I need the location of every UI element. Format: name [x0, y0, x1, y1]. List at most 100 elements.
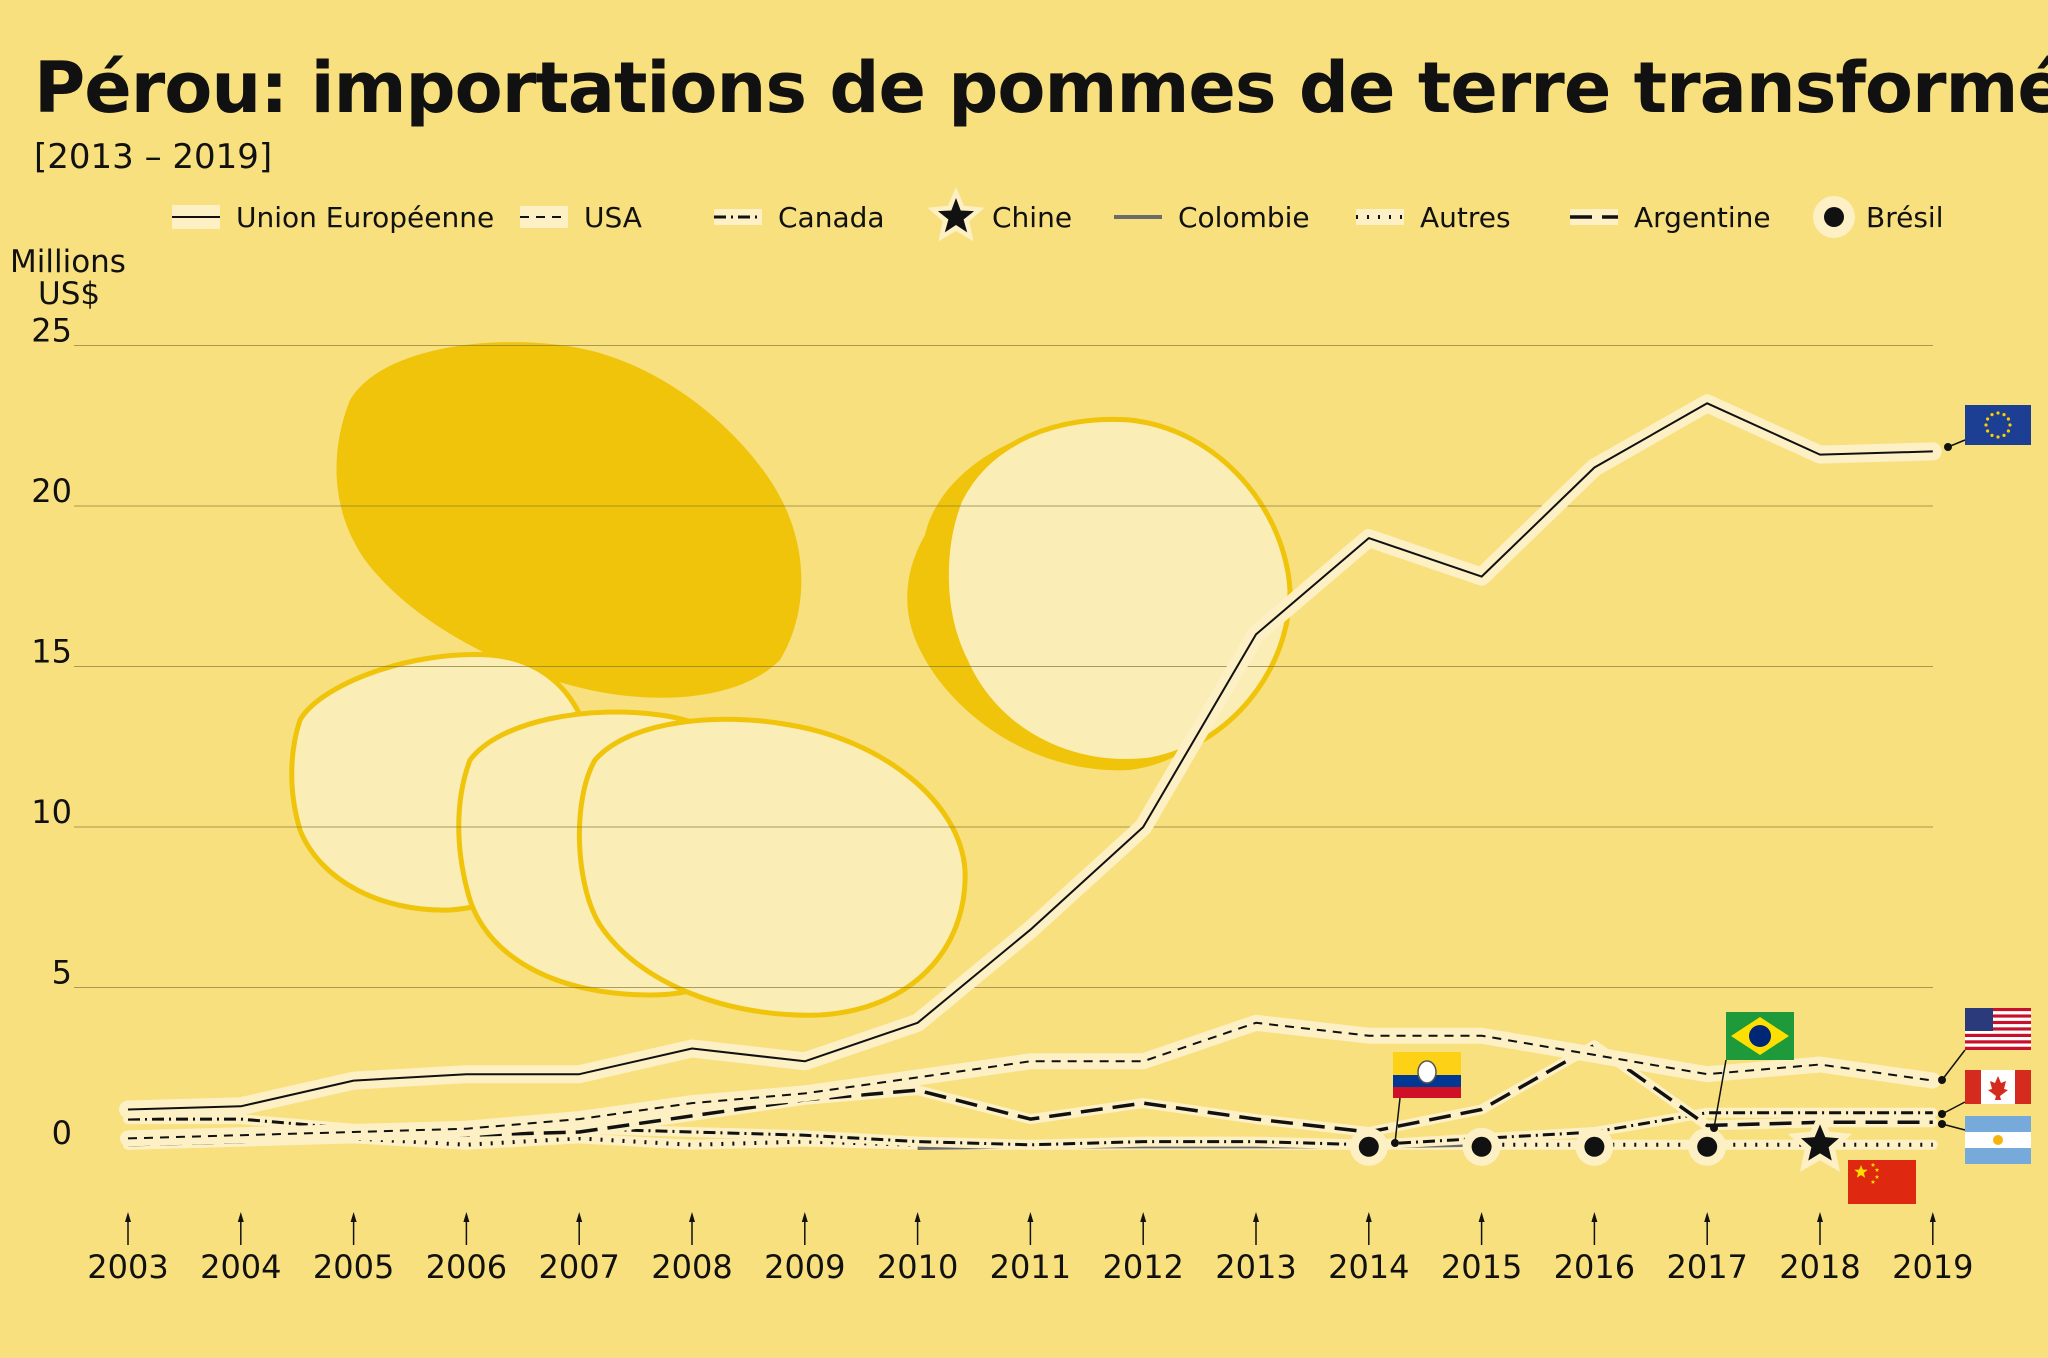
legend: Union Européenne USA Canada Chine Colombie Au… — [172, 187, 1943, 242]
x-tick-label: 2011 — [990, 1248, 1071, 1286]
brazil-flag-connector-dot — [1710, 1124, 1718, 1132]
argentina-flag — [1965, 1116, 2031, 1164]
china-flag-big-star — [1854, 1165, 1868, 1178]
canada-flag-connector — [1941, 1101, 1966, 1115]
china-flag — [1848, 1160, 1916, 1204]
us-flag-stripe — [1965, 1040, 2031, 1044]
eu-flag — [1965, 405, 2031, 445]
markers-layer — [1349, 1110, 1853, 1172]
x-tick-label: 2012 — [1102, 1248, 1183, 1286]
y-tick-label: 25 — [31, 312, 72, 350]
series-halo-usa — [120, 1014, 1941, 1147]
x-tick-label: 2006 — [426, 1248, 507, 1286]
x-tick-arrow — [1704, 1212, 1711, 1222]
x-tick-arrow — [125, 1212, 131, 1222]
bresil-marker — [1471, 1136, 1492, 1157]
canada-flag-leaf — [1988, 1076, 2008, 1100]
us-flag-stripe — [1965, 1037, 2031, 1041]
canada-flag-right-band — [2015, 1070, 2031, 1104]
eu-flag-star — [1990, 413, 1994, 417]
legend-label: Argentine — [1634, 201, 1771, 234]
y-tick-label: 15 — [31, 633, 72, 671]
x-tick-arrow — [1591, 1212, 1598, 1222]
us-flag-stripe — [1965, 1043, 2031, 1047]
colombia-flag-connector-dot — [1391, 1139, 1399, 1147]
x-tick-arrow — [689, 1212, 695, 1222]
legend-label: Canada — [778, 201, 885, 234]
argentina-flag-top-band — [1965, 1116, 2031, 1132]
x-tick-label: 2015 — [1441, 1248, 1522, 1286]
eu-flag-star — [1990, 433, 1994, 437]
x-tick-label: 2007 — [538, 1248, 619, 1286]
x-tick-arrow — [463, 1212, 470, 1222]
colombia-flag-red — [1393, 1087, 1461, 1098]
x-tick-label: 2005 — [313, 1248, 394, 1286]
brazil-flag — [1726, 1012, 1794, 1060]
us-flag-canton — [1965, 1008, 1993, 1031]
potato-slice-front — [576, 716, 968, 1018]
eu-flag-star — [1986, 417, 1990, 421]
x-tick-arrow — [350, 1212, 357, 1222]
legend-item: Chine — [927, 187, 1072, 242]
legend-item: Colombie — [1114, 201, 1310, 234]
bresil-marker — [1358, 1136, 1379, 1157]
y-tick-label: 5 — [52, 954, 72, 992]
legend-item: Autres — [1356, 201, 1511, 234]
us-flag-stripe — [1965, 1011, 2031, 1015]
china-flag-small-star — [1874, 1167, 1880, 1172]
x-tick-label: 2010 — [877, 1248, 958, 1286]
legend-symbol — [927, 187, 985, 242]
x-tick-arrow — [576, 1212, 583, 1222]
y-tick-label: 0 — [52, 1114, 72, 1152]
legend-item: Brésil — [1813, 196, 1943, 238]
x-tick-arrow — [1478, 1212, 1485, 1222]
legend-star — [937, 198, 975, 233]
x-tick-label: 2003 — [87, 1248, 168, 1286]
eu-flag-connector-dot — [1944, 443, 1952, 451]
eu-flag-field — [1965, 405, 2031, 445]
series-layer — [119, 394, 1942, 1150]
argentina-flag-connector-dot — [1938, 1120, 1946, 1128]
eu-flag-star — [2006, 417, 2010, 421]
chart-subtitle: [2013 – 2019] — [34, 137, 272, 177]
us-flag-connector — [1941, 1049, 1966, 1081]
eu-flag-star — [1996, 411, 2000, 415]
canada-flag-left-band — [1965, 1070, 1981, 1104]
potato-whole — [336, 342, 802, 698]
legend-item: Union Européenne — [172, 201, 494, 234]
x-tick-label: 2009 — [764, 1248, 845, 1286]
us-flag-stripe — [1965, 1008, 2031, 1012]
us-flag-stripe — [1965, 1027, 2031, 1031]
legend-label: Union Européenne — [236, 201, 494, 234]
china-flag-field — [1848, 1160, 1916, 1204]
chart-title: Pérou: importations de pommes de terre t… — [34, 47, 2048, 129]
brazil-flag-globe — [1749, 1025, 1771, 1047]
legend-dot — [1824, 207, 1844, 227]
eu-flag-star — [2002, 433, 2006, 437]
legend-symbol — [1813, 196, 1855, 238]
x-tick-label: 2018 — [1779, 1248, 1860, 1286]
x-tick-label: 2004 — [200, 1248, 281, 1286]
x-tick-arrow — [1817, 1212, 1823, 1222]
flags-layer — [1391, 405, 2031, 1204]
canada-flag-connector-dot — [1938, 1110, 1946, 1118]
bresil-marker — [1697, 1136, 1718, 1157]
x-tick-arrow — [1929, 1212, 1936, 1222]
china-flag-small-star — [1870, 1179, 1876, 1184]
colombia-flag — [1393, 1052, 1461, 1098]
us-flag-connector-dot — [1938, 1076, 1946, 1084]
eu-flag-star — [2008, 423, 2012, 427]
y-tick-label: 20 — [31, 472, 72, 510]
canada-flag — [1965, 1070, 2031, 1104]
x-tick-arrow — [237, 1212, 244, 1222]
us-flag-stripe — [1965, 1014, 2031, 1018]
colombia-flag-connector — [1394, 1097, 1401, 1144]
legend-label: Autres — [1420, 201, 1511, 234]
y-axis-label-line2: US$ — [38, 276, 100, 312]
legend-item: USA — [520, 201, 642, 234]
y-axis-label-line1: Millions — [10, 244, 126, 280]
series-line-union-europ-enne — [127, 402, 1933, 1111]
grid-layer — [74, 345, 1933, 988]
